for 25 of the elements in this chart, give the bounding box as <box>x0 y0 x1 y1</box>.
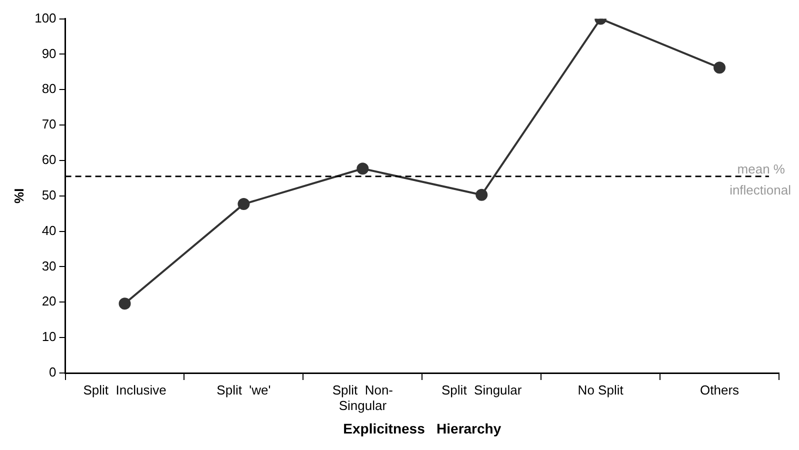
x-tick-label: Split Non-Singular <box>332 382 394 413</box>
x-tick-label: Others <box>700 382 740 398</box>
x-tick-label: Split 'we' <box>216 382 271 398</box>
x-tick-label: No Split <box>578 382 624 398</box>
x-tick-label: Split Singular <box>442 382 522 398</box>
ref-line-label: mean % inflectional <box>730 161 792 198</box>
point <box>238 198 250 210</box>
y-tick-label: 60 <box>42 152 56 168</box>
x-tick-label: Split Inclusive <box>83 382 166 398</box>
x-axis-title: Explicitness Hierarchy <box>343 420 502 436</box>
y-tick-label: 20 <box>42 294 56 309</box>
point <box>714 62 726 74</box>
y-tick-label: 70 <box>42 116 56 132</box>
y-tick-label: 40 <box>42 222 56 238</box>
y-tick-label: 50 <box>42 187 56 202</box>
y-tick-label: 0 <box>49 364 56 380</box>
point <box>356 162 369 175</box>
y-axis-title: %I <box>11 188 26 204</box>
y-tick-label: 80 <box>42 81 56 96</box>
y-tick-label: 90 <box>42 46 56 61</box>
point <box>476 188 488 201</box>
point <box>118 298 131 310</box>
y-tick-label: 100 <box>34 10 56 26</box>
y-tick-label: 30 <box>42 258 56 274</box>
y-tick-label: 10 <box>42 329 56 344</box>
